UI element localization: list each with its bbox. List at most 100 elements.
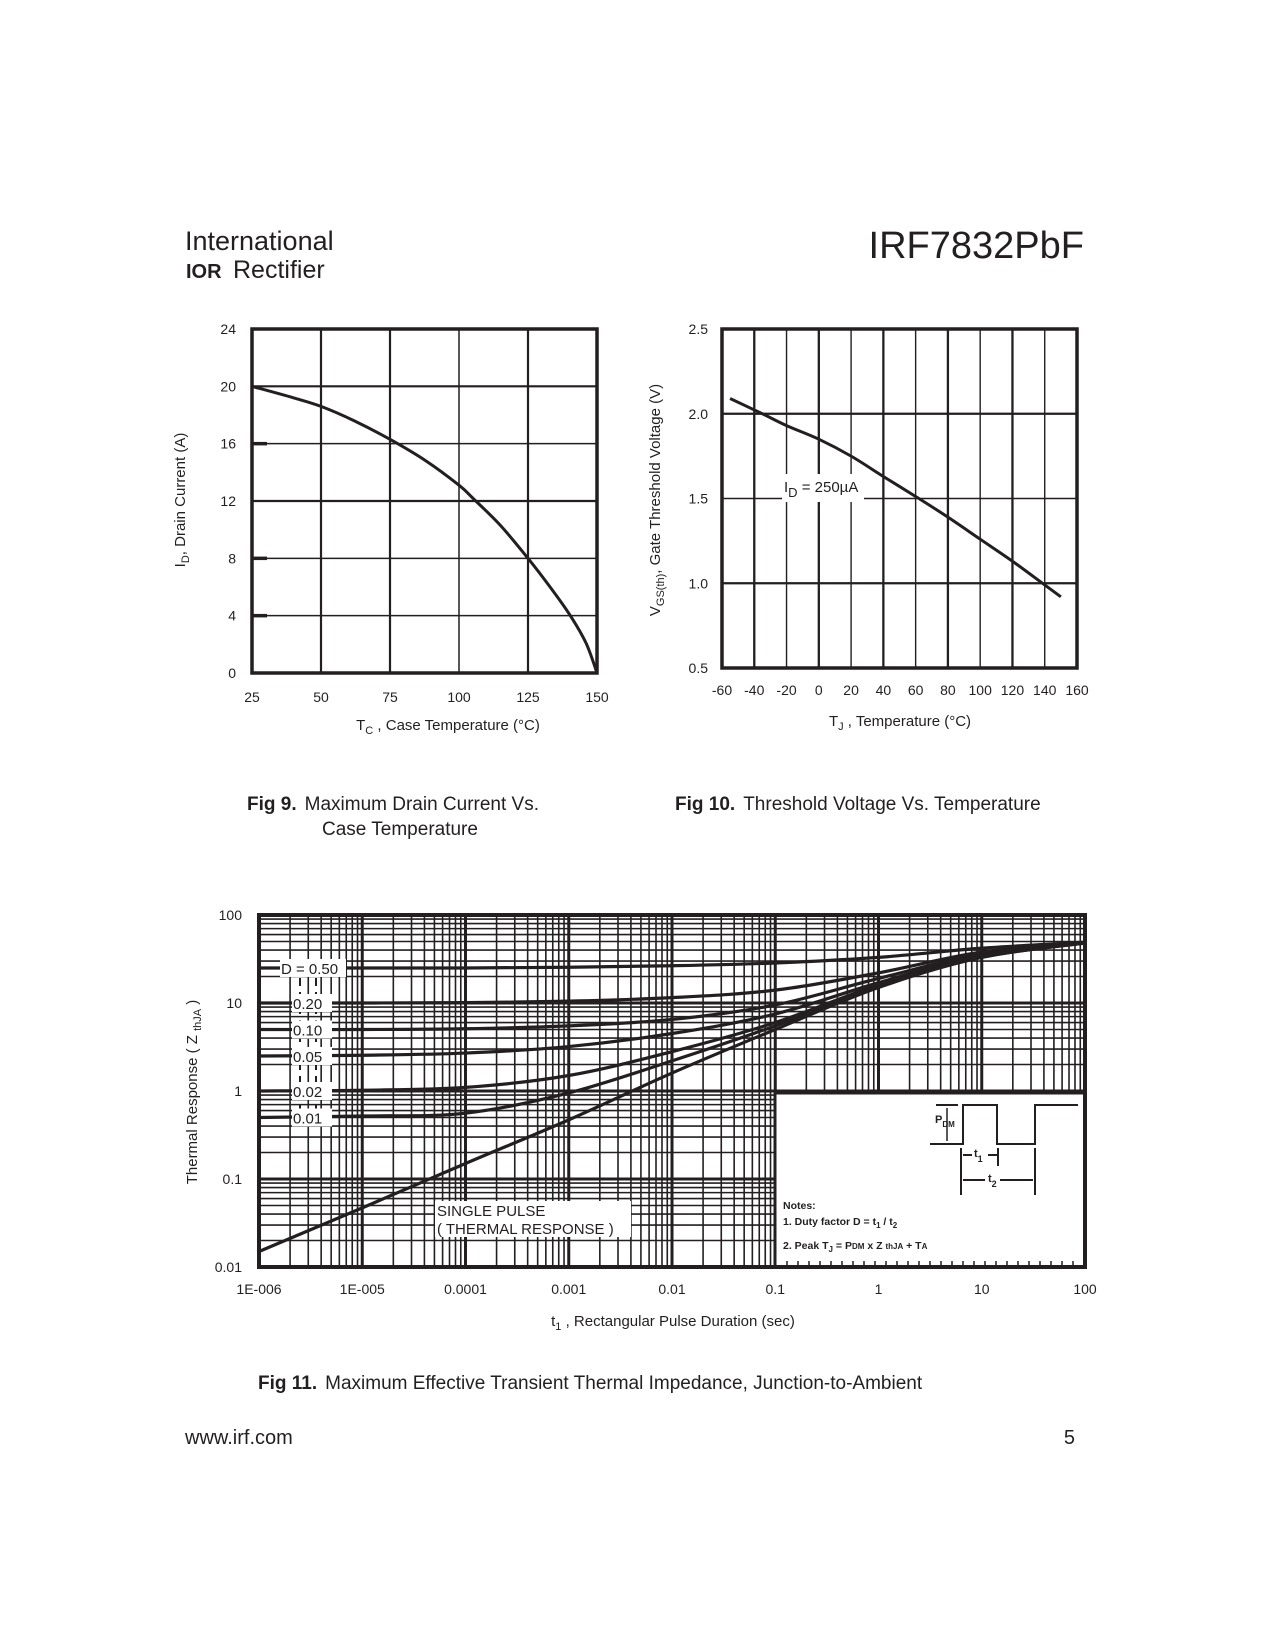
fig11-series-label: D = 0.50 xyxy=(281,961,338,978)
fig11-y-axis-title: Thermal Response ( Z thJA ) xyxy=(184,1000,204,1185)
ior-logo-mark: IOR xyxy=(186,261,222,283)
fig11-series-label: 0.05 xyxy=(293,1049,322,1066)
company-logo: International IOR Rectifier xyxy=(185,226,334,284)
part-number: IRF7832PbF xyxy=(869,225,1084,267)
fig11-series-label-background xyxy=(292,994,332,1012)
fig10-y-tick-label: 2.0 xyxy=(689,406,709,422)
fig11-y-tick-label: 0.01 xyxy=(215,1259,242,1275)
fig11-series-label-background xyxy=(292,1046,332,1065)
note2-sub: A xyxy=(922,1242,928,1251)
fig11-series-curve xyxy=(259,941,1085,1032)
note1-sub: 2 xyxy=(893,1221,898,1230)
fig11-note-1: 1. Duty factor D = t1 / t2 xyxy=(783,1216,898,1230)
note1-sub: 1 xyxy=(876,1221,881,1230)
fig10-x-tick-label: 80 xyxy=(940,682,956,698)
fig9-y-tick-label: 20 xyxy=(220,378,236,394)
annotation-sub: D xyxy=(788,485,797,500)
fig11-caption: Fig 11. Maximum Effective Transient Therm… xyxy=(258,1373,923,1394)
fig9-caption: Fig 9. Maximum Drain Current Vs. xyxy=(247,794,539,815)
fig11-x-tick-label: 1E-006 xyxy=(236,1281,281,1297)
fig11-t2-label: t2 xyxy=(988,1173,997,1189)
fig11-single-pulse-label: SINGLE PULSE xyxy=(437,1203,545,1220)
fig10-y-tick-label: 1.0 xyxy=(689,575,709,591)
fig9-x-axis-title: TC , Case Temperature (°C) xyxy=(356,717,540,737)
t1-main: t xyxy=(974,1148,978,1160)
fig9-x-tick-label: 125 xyxy=(516,689,540,705)
fig11-y-tick-label: 100 xyxy=(219,907,243,923)
note2-sub: DM xyxy=(852,1242,865,1251)
fig9-y-tick-label: 8 xyxy=(228,550,236,566)
fig11-pdm-label: PDM xyxy=(935,1114,955,1129)
fig9-x-tick-label: 150 xyxy=(585,689,609,705)
fig9-x-tick-label: 100 xyxy=(447,689,471,705)
fig9-y-axis-title: ID, Drain Current (A) xyxy=(172,433,192,568)
fig9-x-tick-label: 75 xyxy=(382,689,398,705)
fig10-plot-frame xyxy=(720,327,1079,670)
fig11-x-tick-label: 0.01 xyxy=(658,1281,685,1297)
fig11-pulse-waveform xyxy=(930,1104,1078,1145)
fig9-y-tick-label: 4 xyxy=(228,608,236,624)
annotation-main: I xyxy=(784,479,788,496)
note2-sub: thJA xyxy=(885,1242,903,1251)
fig11-x-tick-label: 0.0001 xyxy=(444,1281,487,1297)
fig10-chart: -60 -40 -20 0 20 40 60 80 100 120 140 160 0.5 1.0 1.5 2… xyxy=(689,321,1089,698)
fig11-y-tick-label: 1 xyxy=(234,1083,242,1099)
fig10-annotation-id-label: ID = 250µA xyxy=(784,479,858,500)
fig11-single-pulse-label-background xyxy=(435,1201,631,1237)
fig10-x-tick-label: -20 xyxy=(776,682,796,698)
fig11-series-curve xyxy=(259,941,1085,1253)
note1-text: 1. Duty factor D = t xyxy=(783,1216,877,1228)
fig9-chart: 25 50 75 100 125 150 0 4 8 12 16 20 24 xyxy=(220,321,608,705)
fig10-x-axis-title: TJ , Temperature (°C) xyxy=(829,713,971,733)
fig11-series-label: 0.02 xyxy=(293,1084,322,1101)
t2-sub: 2 xyxy=(992,1179,997,1189)
company-name-line1: International xyxy=(185,226,334,256)
fig11-x-tick-label: 1 xyxy=(875,1281,883,1297)
footer-website[interactable]: www.irf.com xyxy=(184,1427,293,1449)
fig11-x-tick-label: 1E-005 xyxy=(340,1281,385,1297)
fig10-y-tick-label: 2.5 xyxy=(689,321,709,337)
company-name-line2: Rectifier xyxy=(233,256,325,284)
fig9-y-tick-label: 16 xyxy=(220,436,236,452)
fig11-series-label-background xyxy=(292,1108,332,1127)
pdm-sub: DM xyxy=(942,1120,955,1129)
fig10-x-tick-label: 100 xyxy=(969,682,993,698)
fig11-y-tick-label: 0.1 xyxy=(223,1171,243,1187)
note1-mid: / t xyxy=(881,1216,894,1228)
t2-main: t xyxy=(988,1173,992,1185)
fig11-single-pulse-label-line2: ( THERMAL RESPONSE ) xyxy=(437,1221,614,1238)
fig10-x-tick-label: 120 xyxy=(1001,682,1025,698)
fig10-x-tick-label: 0 xyxy=(815,682,823,698)
fig11-series-label: 0.01 xyxy=(293,1110,322,1127)
fig11-series-label: 0.20 xyxy=(293,996,322,1013)
fig10-x-tick-label: 40 xyxy=(876,682,892,698)
fig10-y-tick-label: 1.5 xyxy=(689,491,709,507)
fig11-chart: 1E-006 1E-005 0.0001 0.001 0.01 0.1 1 10 100 0.01… xyxy=(215,907,1097,1297)
note2-mid: x Z xyxy=(864,1240,885,1252)
fig9-caption-line2: Case Temperature xyxy=(322,819,478,840)
fig9-x-tick-label: 25 xyxy=(244,689,260,705)
fig10-x-tick-label: -60 xyxy=(712,682,732,698)
fig11-notes-title: Notes: xyxy=(783,1200,816,1212)
fig10-y-axis-title: VGS(th), Gate Threshold Voltage (V) xyxy=(647,384,667,616)
footer-page-number: 5 xyxy=(1064,1427,1075,1449)
t1-sub: 1 xyxy=(978,1154,983,1164)
fig11-series-label-background xyxy=(292,1082,332,1100)
note2-rest: = P xyxy=(833,1240,852,1252)
fig9-y-tick-label: 12 xyxy=(220,493,236,509)
fig11-x-tick-label: 0.001 xyxy=(551,1281,586,1297)
fig10-y-tick-label: 0.5 xyxy=(689,660,709,676)
fig10-threshold-voltage-curve xyxy=(729,397,1062,599)
fig11-x-tick-label: 0.1 xyxy=(766,1281,786,1297)
fig10-annotation-background xyxy=(782,474,864,502)
pdm-main: P xyxy=(935,1114,942,1126)
fig11-x-axis-title: t1 , Rectangular Pulse Duration (sec) xyxy=(551,1313,795,1333)
fig11-x-tick-label: 10 xyxy=(974,1281,990,1297)
fig10-x-tick-label: 140 xyxy=(1033,682,1057,698)
annotation-rest: = 250µA xyxy=(798,479,859,496)
fig9-plot-frame xyxy=(250,327,599,675)
fig9-drain-current-curve xyxy=(251,384,599,674)
note2-text: 2. Peak T xyxy=(783,1240,829,1252)
fig10-x-tick-label: -40 xyxy=(744,682,764,698)
